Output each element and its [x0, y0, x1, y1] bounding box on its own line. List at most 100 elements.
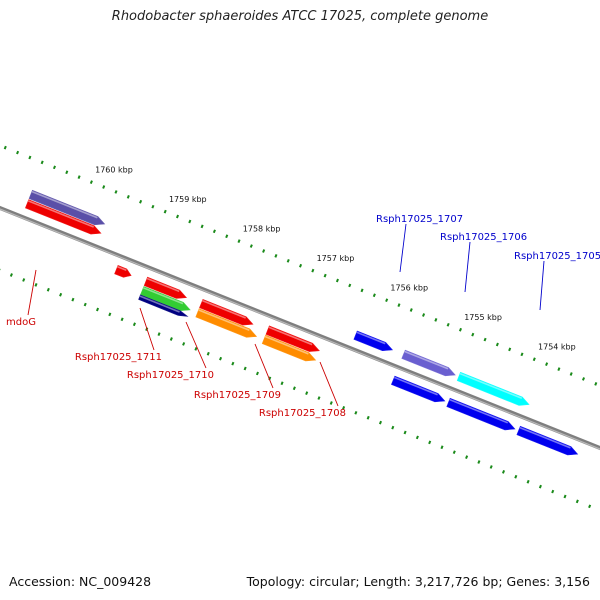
outer-tick-minor: [16, 150, 20, 155]
inner-tick-minor: [563, 494, 567, 499]
feature-leader-line: [139, 307, 155, 351]
feature-rsph17025-1706[interactable]: [401, 349, 456, 377]
outer-tick-minor: [532, 357, 536, 362]
outer-tick-minor: [114, 190, 118, 194]
feature-highlight: [449, 398, 508, 424]
scale-label: 1755 kbp: [464, 313, 502, 322]
outer-tick-minor: [520, 352, 524, 357]
feature-highlight: [393, 376, 438, 396]
outer-tick-minor: [372, 293, 376, 298]
inner-tick-minor: [551, 489, 555, 494]
feature-highlight: [139, 295, 180, 313]
feature-rsph17025-1711[interactable]: [114, 265, 132, 278]
inner-tick-minor: [501, 470, 506, 474]
feature-rsph17025-1709-cds[interactable]: [195, 308, 258, 338]
feature-rsph17025-1705-cds[interactable]: [446, 397, 516, 431]
feature-leader-line: [27, 269, 37, 316]
outer-tick-minor: [225, 234, 229, 239]
inner-tick-minor: [206, 351, 210, 356]
feature-leader-line: [319, 361, 339, 407]
feature-label[interactable]: Rsph17025_1709: [194, 390, 281, 401]
feature-label[interactable]: Rsph17025_1705: [514, 251, 600, 262]
outer-tick-minor: [458, 327, 462, 332]
inner-tick-minor: [440, 445, 444, 450]
outer-tick-minor: [434, 318, 438, 322]
outer-tick-minor: [581, 377, 586, 381]
inner-tick-minor: [575, 499, 579, 504]
feature-highlight: [404, 350, 449, 370]
feature-label[interactable]: Rsph17025_1708: [259, 408, 346, 419]
feature-highlight: [356, 331, 386, 345]
inner-tick-minor: [108, 312, 112, 317]
outer-tick-minor: [409, 308, 413, 312]
inner-tick-minor: [169, 337, 173, 341]
feature-highlight: [519, 426, 571, 449]
feature-highlight: [459, 372, 523, 400]
feature-leader-line: [464, 241, 471, 293]
feature-rsph17025-1707[interactable]: [353, 330, 394, 352]
outer-tick-minor: [175, 214, 180, 219]
inner-tick-minor: [59, 292, 63, 297]
outer-tick-minor: [495, 342, 499, 347]
outer-tick-minor: [212, 229, 216, 234]
outer-tick-minor: [262, 249, 266, 253]
outer-tick-minor: [151, 204, 155, 209]
feature-rsph17025-1709[interactable]: [199, 299, 254, 326]
feature-rsph17025-1708-cds[interactable]: [261, 334, 317, 362]
feature-rsph17025-1705[interactable]: [456, 371, 530, 406]
feature-label[interactable]: mdoG: [6, 317, 36, 328]
backbone-highlight: [0, 208, 600, 450]
outer-tick-minor: [40, 160, 44, 165]
outer-tick-minor: [163, 209, 167, 214]
feature-label[interactable]: Rsph17025_1706: [440, 232, 527, 243]
feature-layer: [25, 189, 579, 456]
feature-mdog-cds[interactable]: [28, 189, 106, 226]
inner-tick-minor: [391, 425, 395, 430]
feature-mdog[interactable]: [25, 199, 102, 235]
outer-tick-minor: [286, 258, 290, 263]
inner-tick-minor: [120, 317, 124, 322]
feature-rsph17025-1706-cds[interactable]: [391, 375, 446, 403]
inner-tick-minor: [452, 450, 456, 455]
inner-tick-minor: [243, 366, 247, 371]
inner-tick-minor: [194, 346, 198, 351]
scale-label: 1757 kbp: [317, 254, 355, 263]
outer-tick-minor: [188, 219, 192, 224]
inner-tick-minor: [514, 474, 518, 479]
outer-tick-minor: [139, 199, 143, 204]
feature-leader-line: [254, 343, 274, 389]
feature-label[interactable]: Rsph17025_1707: [376, 214, 463, 225]
feature-label[interactable]: Rsph17025_1710: [127, 370, 214, 381]
inner-tick-minor: [157, 332, 161, 336]
feature-rsph17025-1710[interactable]: [143, 276, 188, 299]
outer-tick-minor: [65, 170, 69, 175]
inner-tick-minor: [415, 435, 419, 440]
outer-tick-minor: [200, 224, 204, 229]
topology-text: Topology: circular; Length: 3,217,726 bp…: [246, 574, 590, 589]
outer-tick-minor: [249, 244, 253, 248]
outer-tick-minor: [594, 381, 598, 386]
outer-tick-minor: [299, 263, 303, 268]
feature-highlight: [198, 309, 250, 331]
outer-tick-minor: [569, 372, 573, 376]
map-title: Rhodobacter sphaeroides ATCC 17025, comp…: [111, 9, 489, 24]
inner-tick-minor: [34, 283, 38, 287]
outer-tick-minor: [3, 145, 7, 150]
inner-tick-minor: [526, 479, 530, 484]
feature-rsph17025-1704-cds[interactable]: [516, 425, 579, 456]
inner-tick-minor: [22, 278, 26, 282]
outer-tick-minor: [77, 175, 81, 180]
outer-tick-minor: [89, 180, 93, 184]
inner-tick-minor: [428, 440, 432, 445]
inner-tick-minor: [132, 322, 136, 327]
outer-tick-minor: [348, 283, 352, 288]
inner-tick-minor: [305, 391, 309, 395]
outer-tick-minor: [483, 337, 487, 342]
outer-tick-minor: [323, 273, 327, 278]
scale-label: 1758 kbp: [243, 225, 281, 234]
inner-tick-minor: [538, 484, 542, 489]
outer-tick-minor: [508, 347, 512, 352]
feature-label[interactable]: Rsph17025_1711: [75, 352, 162, 363]
feature-rsph17025-1710-rna[interactable]: [140, 286, 191, 312]
